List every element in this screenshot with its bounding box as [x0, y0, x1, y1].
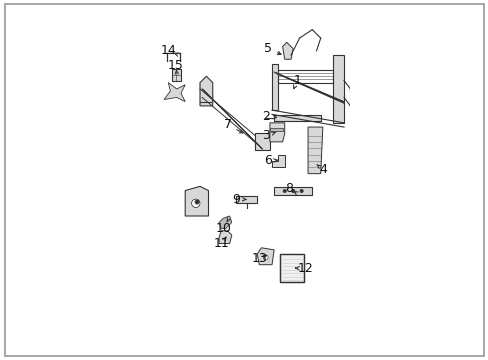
Polygon shape [219, 231, 231, 243]
Text: 12: 12 [297, 262, 313, 275]
Polygon shape [307, 127, 322, 174]
Bar [269, 128, 282, 131]
Circle shape [300, 190, 303, 192]
Polygon shape [333, 55, 344, 123]
Circle shape [191, 199, 200, 207]
Text: 14: 14 [160, 44, 176, 57]
Circle shape [291, 190, 294, 192]
Circle shape [195, 200, 198, 204]
Text: 1: 1 [293, 74, 301, 87]
Polygon shape [257, 248, 274, 265]
Bar [255, 134, 269, 150]
Text: 13: 13 [251, 252, 266, 265]
Polygon shape [269, 123, 284, 142]
Polygon shape [200, 76, 212, 106]
Bar [236, 196, 257, 203]
Bar [278, 70, 333, 82]
Text: 15: 15 [167, 59, 183, 72]
Circle shape [263, 255, 268, 260]
Text: 4: 4 [318, 163, 326, 176]
Text: 6: 6 [264, 154, 271, 167]
Text: 10: 10 [215, 222, 231, 235]
Bar [171, 69, 181, 81]
Text: 7: 7 [223, 118, 231, 131]
Circle shape [283, 190, 285, 192]
Polygon shape [271, 63, 278, 110]
Bar [280, 254, 303, 282]
Bar [200, 82, 210, 102]
Bar [274, 115, 320, 121]
Text: 2: 2 [261, 110, 269, 123]
Polygon shape [271, 154, 284, 167]
Polygon shape [282, 42, 293, 59]
Text: 11: 11 [213, 237, 228, 250]
Bar [280, 254, 303, 282]
Bar [274, 187, 312, 195]
Text: 5: 5 [263, 42, 271, 55]
Text: 3: 3 [261, 129, 269, 142]
Polygon shape [185, 186, 208, 216]
Polygon shape [219, 216, 231, 229]
Polygon shape [163, 82, 185, 102]
Text: 8: 8 [285, 182, 292, 195]
Text: 9: 9 [232, 193, 240, 206]
